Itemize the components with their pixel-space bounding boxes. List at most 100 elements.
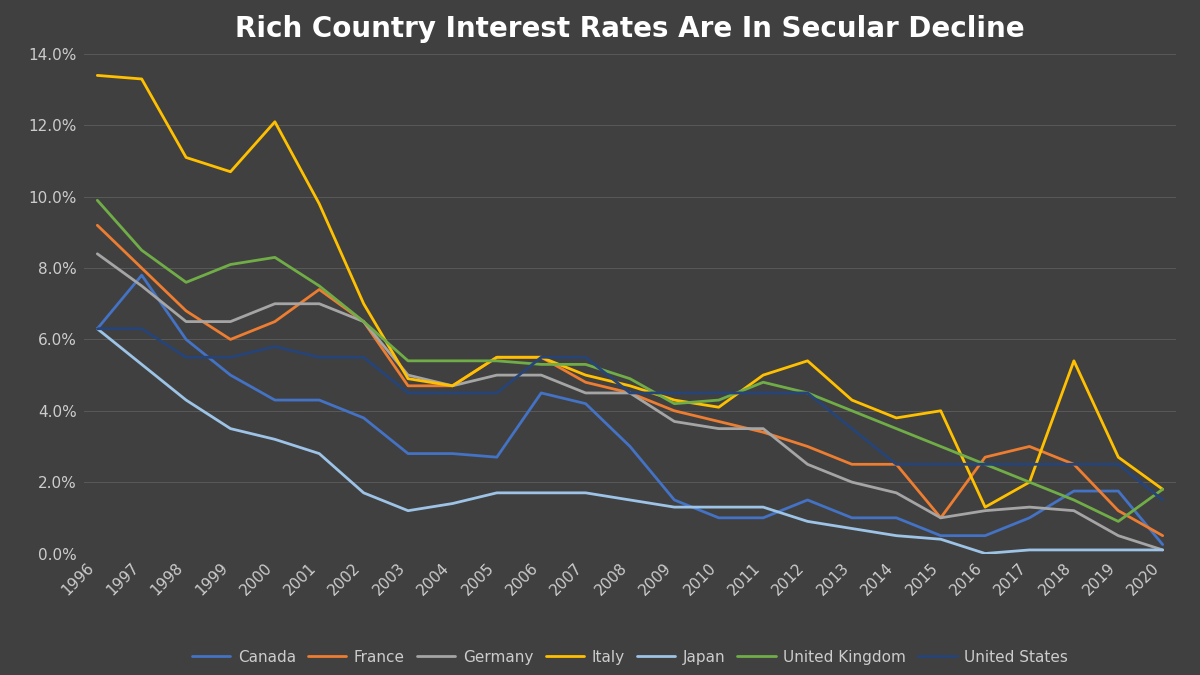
United Kingdom — [889, 425, 904, 433]
France — [712, 417, 726, 425]
Canada — [179, 335, 193, 344]
France — [845, 460, 859, 468]
United States — [534, 353, 548, 361]
Line: Germany: Germany — [97, 254, 1163, 550]
Italy — [268, 117, 282, 126]
Germany — [623, 389, 637, 397]
Canada — [401, 450, 415, 458]
Japan — [356, 489, 371, 497]
Japan — [223, 425, 238, 433]
Canada — [934, 532, 948, 540]
Germany — [90, 250, 104, 258]
Canada — [623, 442, 637, 450]
France — [667, 407, 682, 415]
Canada — [756, 514, 770, 522]
Canada — [800, 496, 815, 504]
United Kingdom — [934, 442, 948, 450]
Germany — [268, 300, 282, 308]
Italy — [845, 396, 859, 404]
United Kingdom — [268, 253, 282, 261]
Japan — [534, 489, 548, 497]
Germany — [1067, 507, 1081, 515]
Germany — [800, 460, 815, 468]
France — [445, 382, 460, 390]
France — [1067, 460, 1081, 468]
Italy — [1067, 357, 1081, 365]
Japan — [312, 450, 326, 458]
Italy — [90, 72, 104, 80]
Japan — [134, 360, 149, 369]
United Kingdom — [800, 389, 815, 397]
Italy — [490, 353, 504, 361]
United States — [889, 460, 904, 468]
Japan — [1067, 546, 1081, 554]
United States — [356, 353, 371, 361]
Canada — [1022, 514, 1037, 522]
France — [889, 460, 904, 468]
Germany — [934, 514, 948, 522]
United Kingdom — [401, 357, 415, 365]
Japan — [179, 396, 193, 404]
United States — [1067, 460, 1081, 468]
United States — [623, 389, 637, 397]
United States — [401, 389, 415, 397]
United Kingdom — [90, 196, 104, 205]
United States — [800, 389, 815, 397]
Japan — [756, 503, 770, 511]
Germany — [534, 371, 548, 379]
Japan — [1022, 546, 1037, 554]
Italy — [578, 371, 593, 379]
United States — [223, 353, 238, 361]
Japan — [978, 549, 992, 558]
Canada — [889, 514, 904, 522]
United Kingdom — [490, 357, 504, 365]
United Kingdom — [223, 261, 238, 269]
Canada — [490, 453, 504, 461]
Germany — [667, 417, 682, 425]
Germany — [312, 300, 326, 308]
Japan — [934, 535, 948, 543]
Italy — [712, 403, 726, 411]
Germany — [223, 317, 238, 325]
Italy — [1022, 478, 1037, 486]
United States — [179, 353, 193, 361]
United States — [978, 460, 992, 468]
Line: Canada: Canada — [97, 275, 1163, 545]
Canada — [845, 514, 859, 522]
Italy — [356, 300, 371, 308]
United Kingdom — [845, 407, 859, 415]
United States — [445, 389, 460, 397]
United Kingdom — [623, 375, 637, 383]
Canada — [712, 514, 726, 522]
Italy — [978, 503, 992, 511]
Germany — [445, 382, 460, 390]
United States — [845, 425, 859, 433]
Canada — [356, 414, 371, 422]
Italy — [312, 200, 326, 208]
Germany — [1156, 546, 1170, 554]
Canada — [1111, 487, 1126, 495]
Japan — [800, 517, 815, 525]
United States — [578, 353, 593, 361]
Italy — [934, 407, 948, 415]
Canada — [90, 325, 104, 333]
Canada — [578, 400, 593, 408]
United States — [934, 460, 948, 468]
Line: Italy: Italy — [97, 76, 1163, 507]
Canada — [445, 450, 460, 458]
United States — [90, 325, 104, 333]
France — [401, 382, 415, 390]
France — [534, 353, 548, 361]
France — [1111, 507, 1126, 515]
Italy — [1156, 485, 1170, 493]
France — [934, 514, 948, 522]
United Kingdom — [312, 282, 326, 290]
France — [756, 428, 770, 436]
Japan — [90, 325, 104, 333]
United Kingdom — [1067, 496, 1081, 504]
Italy — [756, 371, 770, 379]
France — [490, 353, 504, 361]
Japan — [445, 500, 460, 508]
Germany — [179, 317, 193, 325]
France — [134, 264, 149, 272]
